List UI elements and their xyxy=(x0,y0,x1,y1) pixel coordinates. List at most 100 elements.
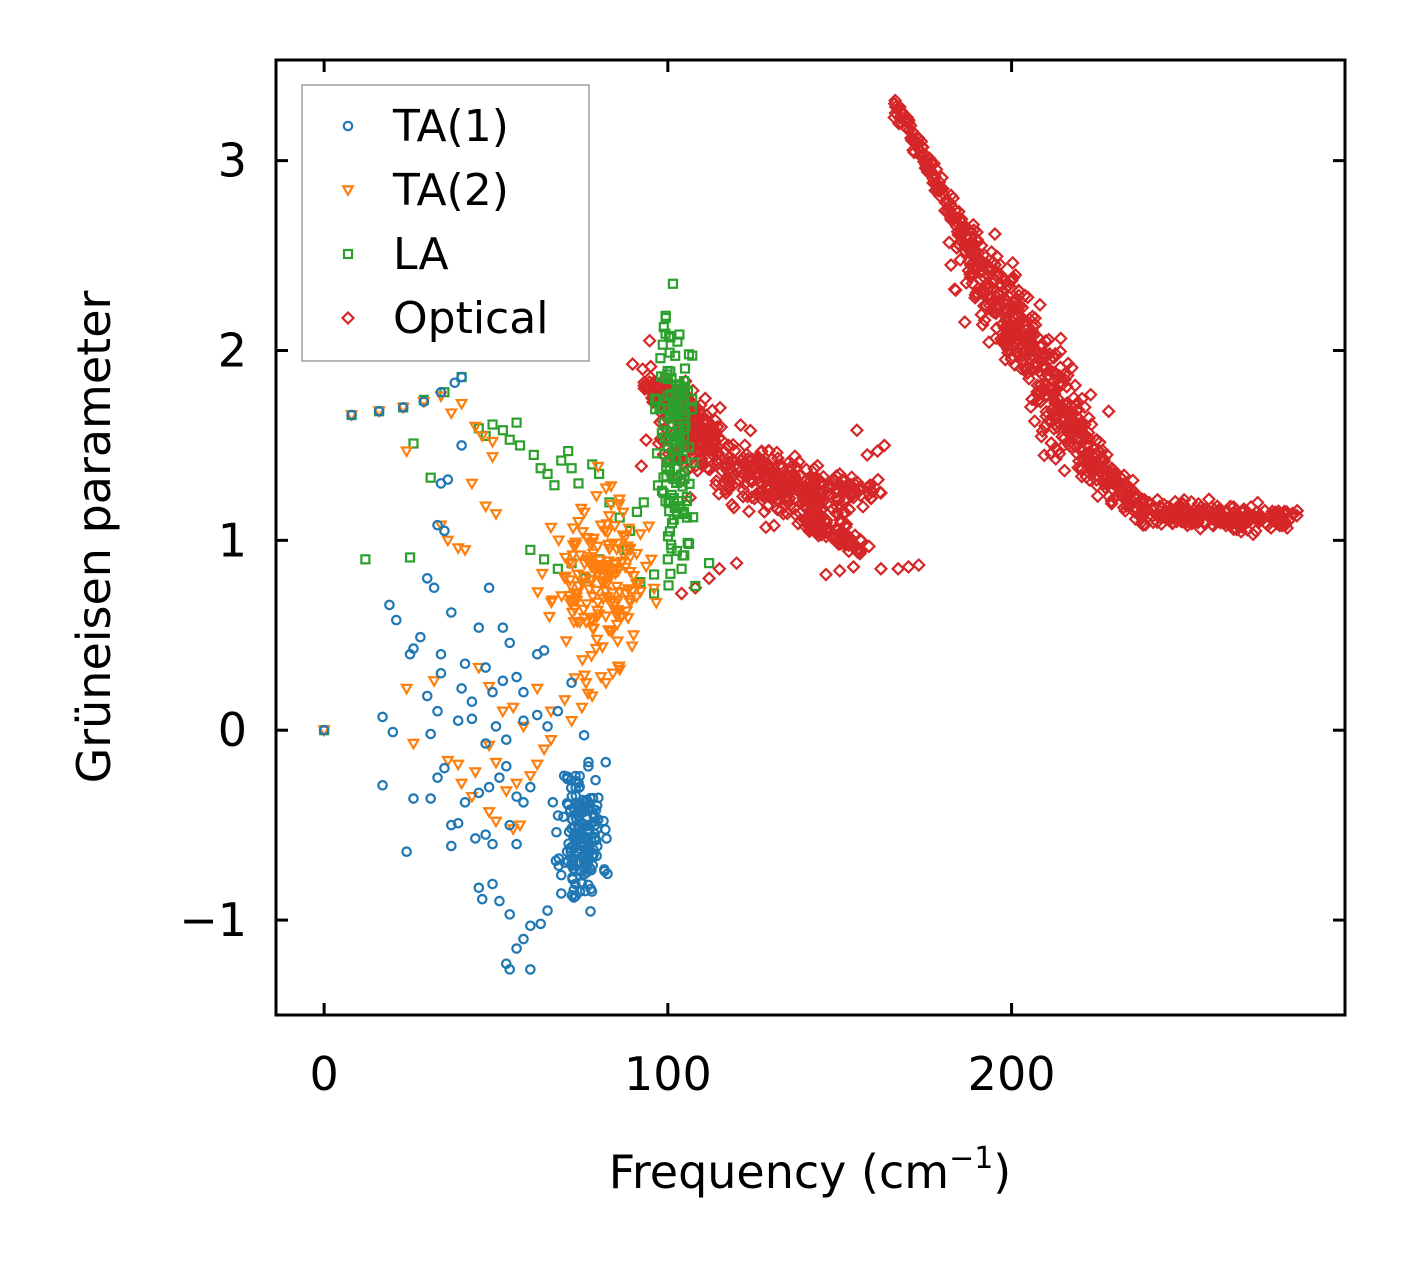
optical-point xyxy=(948,203,963,218)
optical-point xyxy=(920,161,935,176)
optical-point xyxy=(953,252,968,267)
ta-1--point xyxy=(377,779,388,791)
optical-point xyxy=(850,475,865,490)
ta-1--point xyxy=(318,724,330,736)
ta-2--point xyxy=(566,540,580,553)
series-optical xyxy=(625,93,1305,601)
ta-2--point xyxy=(609,544,624,556)
optical-point xyxy=(727,467,742,482)
optical-point xyxy=(1028,311,1043,326)
la-point xyxy=(683,349,695,360)
ta-2--point xyxy=(568,604,582,617)
legend-item: TA(1) xyxy=(342,101,509,152)
legend-marker-optical xyxy=(340,310,356,326)
optical-point xyxy=(981,335,997,350)
ta-2--point xyxy=(610,619,624,632)
ta-1--point xyxy=(473,787,485,799)
legend-marker-ta-1- xyxy=(342,120,354,132)
ta-2--point xyxy=(489,509,503,521)
optical-point xyxy=(942,235,957,250)
optical-point xyxy=(987,226,1002,242)
optical-point xyxy=(744,490,759,505)
optical-point xyxy=(997,329,1012,344)
ta-2--point xyxy=(625,641,639,654)
ta-2--point xyxy=(544,522,558,535)
optical-point xyxy=(1277,504,1292,519)
ta-2--point xyxy=(606,668,620,681)
la-point xyxy=(662,531,674,542)
plot-area xyxy=(317,93,1305,975)
optical-point xyxy=(949,240,964,255)
ta-2--point xyxy=(585,591,600,604)
x-tick-label: 100 xyxy=(624,1047,712,1101)
series-ta-1- xyxy=(318,371,613,975)
ta-1--point xyxy=(421,690,433,702)
optical-point xyxy=(718,482,733,497)
optical-point xyxy=(1089,472,1104,487)
ta-2--point xyxy=(585,537,600,550)
optical-point xyxy=(797,512,812,527)
optical-point xyxy=(674,586,689,601)
la-point xyxy=(688,457,699,468)
ta-1--point xyxy=(531,709,543,721)
optical-point xyxy=(1166,510,1181,525)
optical-point xyxy=(1119,498,1134,513)
ta-1--point xyxy=(518,715,529,727)
la-point xyxy=(688,512,699,523)
la-point xyxy=(656,402,667,413)
optical-point xyxy=(643,359,658,374)
la-point xyxy=(666,543,677,554)
la-point xyxy=(668,443,679,454)
ta-1--point xyxy=(561,797,573,809)
ta-2--point xyxy=(583,574,597,587)
la-point xyxy=(566,463,577,474)
optical-point xyxy=(919,149,934,164)
ta-2--point xyxy=(595,577,610,589)
ta-2--point xyxy=(571,516,586,529)
optical-point xyxy=(1037,448,1052,463)
ta-1--point xyxy=(487,878,498,890)
ta-2--point xyxy=(586,548,600,561)
ta-1--point xyxy=(570,890,582,902)
ta-1--point xyxy=(415,631,426,643)
ta-1--point xyxy=(391,614,402,626)
optical-point xyxy=(1090,468,1105,483)
optical-point xyxy=(1027,356,1042,372)
optical-point xyxy=(984,245,999,260)
ta-2--point xyxy=(545,595,560,608)
optical-point xyxy=(700,460,715,475)
axis-ticks: 0 100 200 −1 0 1 2 3 xyxy=(179,60,1345,1101)
optical-point xyxy=(1052,400,1067,415)
ta-1--point xyxy=(470,833,481,844)
optical-point xyxy=(1057,463,1072,478)
optical-point xyxy=(966,255,981,270)
optical-point xyxy=(786,477,801,492)
optical-point xyxy=(982,260,997,275)
optical-point xyxy=(970,259,985,274)
ta-1--point xyxy=(480,662,491,673)
ta-2--point xyxy=(485,452,500,464)
optical-point xyxy=(710,419,725,434)
optical-point xyxy=(738,456,754,471)
ta-1--point xyxy=(590,774,601,786)
optical-point xyxy=(870,472,886,487)
ta-2--point xyxy=(592,564,606,576)
la-point xyxy=(631,506,643,517)
optical-point xyxy=(819,496,834,511)
ta-1--point xyxy=(583,756,594,768)
ta-2--point xyxy=(619,606,634,619)
ta-1--point xyxy=(487,686,498,698)
ta-2--point xyxy=(612,499,626,511)
optical-point xyxy=(1013,361,1029,376)
ta-2--point xyxy=(642,521,656,534)
optical-point xyxy=(1201,492,1216,507)
la-point xyxy=(676,563,687,574)
ta-2--point xyxy=(592,555,607,568)
ta-2--point xyxy=(575,655,590,667)
legend-item: Optical xyxy=(340,293,548,344)
optical-point xyxy=(716,475,731,490)
ta-2--point xyxy=(552,535,566,548)
optical-point xyxy=(635,362,650,377)
legend-marker-ta-2- xyxy=(341,185,355,198)
